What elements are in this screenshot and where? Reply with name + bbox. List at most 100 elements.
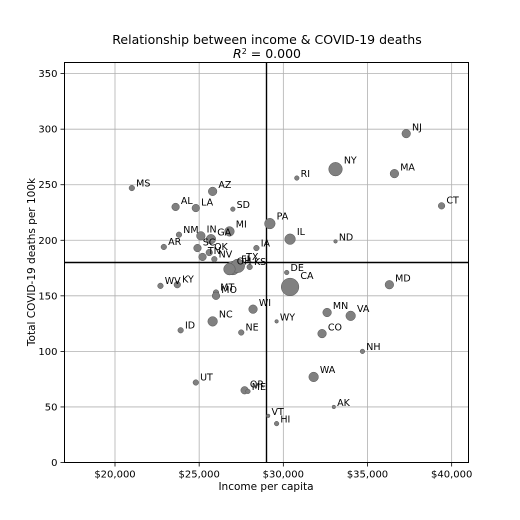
data-point xyxy=(211,256,218,263)
data-point xyxy=(205,248,213,257)
data-point xyxy=(438,202,446,210)
data-point-label: AK xyxy=(337,398,350,409)
data-point-label: RI xyxy=(301,169,310,180)
y-tick-label: 300 xyxy=(38,125,57,136)
data-point-label: MO xyxy=(221,285,237,296)
data-point xyxy=(157,282,164,289)
subtitle-rest: = 0.000 xyxy=(247,46,301,61)
data-point xyxy=(192,379,199,386)
data-point-label: DE xyxy=(291,263,304,274)
data-point-label: WV xyxy=(165,276,181,287)
data-point-label: MT xyxy=(220,283,234,294)
data-point xyxy=(281,277,300,296)
data-point xyxy=(177,327,184,334)
data-point-label: NH xyxy=(366,342,380,353)
data-point-label: TX xyxy=(245,252,259,263)
data-point-label: NC xyxy=(219,310,233,321)
data-point xyxy=(207,316,218,327)
y-tick-label: 150 xyxy=(38,291,57,302)
data-point-label: WY xyxy=(280,313,295,324)
data-point-label: PA xyxy=(277,211,289,222)
data-point-label: VT xyxy=(271,407,283,418)
subtitle-math: R xyxy=(233,46,242,61)
data-point-label: FL xyxy=(241,254,252,265)
data-point-label: IA xyxy=(261,238,271,249)
data-point xyxy=(331,404,336,409)
data-point-label: OK xyxy=(214,242,228,253)
data-point-label: MN xyxy=(333,301,348,312)
y-tick-label: 0 xyxy=(51,458,57,469)
data-point-label: CA xyxy=(300,271,314,282)
data-point xyxy=(245,388,251,394)
data-point xyxy=(253,245,260,252)
y-tick-label: 250 xyxy=(38,180,57,191)
data-point xyxy=(246,263,253,270)
x-tick-label: $35,000 xyxy=(347,470,388,481)
data-point-label: NE xyxy=(246,323,259,334)
data-point xyxy=(211,291,221,300)
data-point-label: UT xyxy=(200,373,213,384)
reference-lines xyxy=(64,62,469,463)
data-point-label: MS xyxy=(136,178,150,189)
data-point xyxy=(284,269,290,276)
x-axis-label: Income per capita xyxy=(218,481,313,493)
point-labels: NJ NY MA RI MS AZ CT AL LA SD PA MI NM IN GA IL ND AR SC IA… xyxy=(136,122,459,425)
data-point-label: SD xyxy=(237,200,250,211)
chart-title: Relationship between income & COVID-19 d… xyxy=(112,32,421,47)
plot-frame xyxy=(64,62,469,463)
data-point-label: MA xyxy=(400,162,415,173)
data-point-label: CT xyxy=(446,196,459,207)
data-point-label: NV xyxy=(219,249,233,260)
data-point xyxy=(345,310,356,321)
x-tick-label: $40,000 xyxy=(431,470,472,481)
x-tick-label: $25,000 xyxy=(178,470,219,481)
data-point xyxy=(238,329,245,336)
data-point xyxy=(322,307,332,318)
x-tick-label: $30,000 xyxy=(263,470,304,481)
data-point xyxy=(389,169,399,179)
data-point xyxy=(193,244,202,253)
data-point-label: OH xyxy=(237,256,252,267)
data-point-label: ID xyxy=(185,320,195,331)
data-point xyxy=(198,252,207,261)
data-point xyxy=(208,186,218,196)
data-point-label: HI xyxy=(280,414,290,425)
data-point xyxy=(333,239,338,244)
data-point-label: WI xyxy=(259,298,271,309)
data-point xyxy=(264,218,276,230)
data-point-label: KY xyxy=(182,274,194,285)
data-point xyxy=(175,231,183,238)
data-point xyxy=(294,175,300,181)
data-point-label: IL xyxy=(297,227,306,238)
y-axis-label: Total COVID-19 deaths per 100k xyxy=(26,177,38,347)
data-point xyxy=(274,421,280,427)
data-point xyxy=(205,234,216,245)
data-point-label: VA xyxy=(357,304,370,315)
data-point-label: AZ xyxy=(218,180,231,191)
data-point-label: AL xyxy=(181,196,193,207)
data-point-label: MD xyxy=(395,273,411,284)
data-point-label: NM xyxy=(183,225,198,236)
y-tick-label: 200 xyxy=(38,236,57,247)
y-tick-label: 100 xyxy=(38,347,57,358)
data-point-label: TN xyxy=(207,246,221,257)
data-point-label: ME xyxy=(252,382,266,393)
data-point-label: AR xyxy=(168,237,181,248)
data-point xyxy=(248,304,258,314)
data-point xyxy=(359,348,366,354)
y-tick-label: 50 xyxy=(45,402,58,413)
data-points xyxy=(128,129,446,427)
data-point-label: SC xyxy=(203,237,216,248)
subtitle-sup: 2 xyxy=(242,47,247,56)
data-point xyxy=(223,263,236,276)
data-point-label: NY xyxy=(344,155,357,166)
data-point-label: OR xyxy=(250,379,264,390)
data-point-label: MI xyxy=(236,220,247,231)
data-point xyxy=(308,371,319,382)
data-point-label: WA xyxy=(320,365,336,376)
data-point-label: KS xyxy=(254,257,266,268)
y-tick-label: 350 xyxy=(38,69,57,80)
data-point-label: ND xyxy=(339,233,353,244)
data-point xyxy=(284,233,296,245)
